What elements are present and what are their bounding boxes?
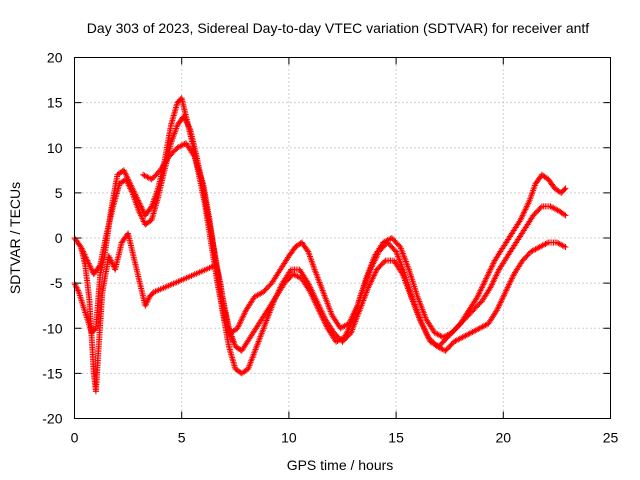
y-tick-label: -15 — [42, 365, 62, 381]
y-tick-label: -10 — [42, 320, 62, 336]
data-points — [71, 95, 569, 395]
series-track-C — [140, 140, 569, 377]
data-point-marker — [561, 186, 568, 193]
x-tick-label: 15 — [388, 430, 404, 446]
y-tick-label: 15 — [47, 95, 63, 111]
data-point-marker — [230, 338, 237, 345]
x-tick-label: 20 — [496, 430, 512, 446]
y-tick-label: 20 — [47, 50, 63, 66]
y-tick-label: 0 — [55, 230, 63, 246]
data-point-marker — [561, 211, 568, 218]
x-tick-label: 10 — [281, 430, 297, 446]
x-tick-label: 0 — [71, 430, 79, 446]
x-tick-label: 25 — [603, 430, 619, 446]
chart-title: Day 303 of 2023, Sidereal Day-to-day VTE… — [87, 20, 590, 36]
y-tick-label: 5 — [55, 185, 63, 201]
data-point-marker — [147, 175, 154, 182]
x-axis-label: GPS time / hours — [287, 457, 394, 473]
data-point-marker — [562, 185, 569, 192]
grid-lines — [74, 57, 611, 419]
data-point-marker — [537, 204, 544, 211]
x-tick-label: 5 — [178, 430, 186, 446]
data-point-marker — [441, 347, 447, 354]
series-track-D — [77, 230, 237, 395]
data-point-marker — [562, 244, 569, 250]
y-tick-label: 10 — [47, 140, 63, 156]
y-tick-label: -20 — [42, 411, 62, 427]
y-axis-label: SDTVAR / TECUs — [7, 182, 23, 294]
data-point-marker — [96, 263, 103, 270]
data-point-marker — [562, 212, 569, 219]
y-tick-label: -5 — [50, 275, 63, 291]
axis-ticks: 0 5 10 15 20 25 -20 -15 -10 -5 0 5 10 15 20 — [42, 50, 618, 446]
data-point-marker — [543, 240, 550, 247]
data-point-marker — [381, 258, 388, 265]
